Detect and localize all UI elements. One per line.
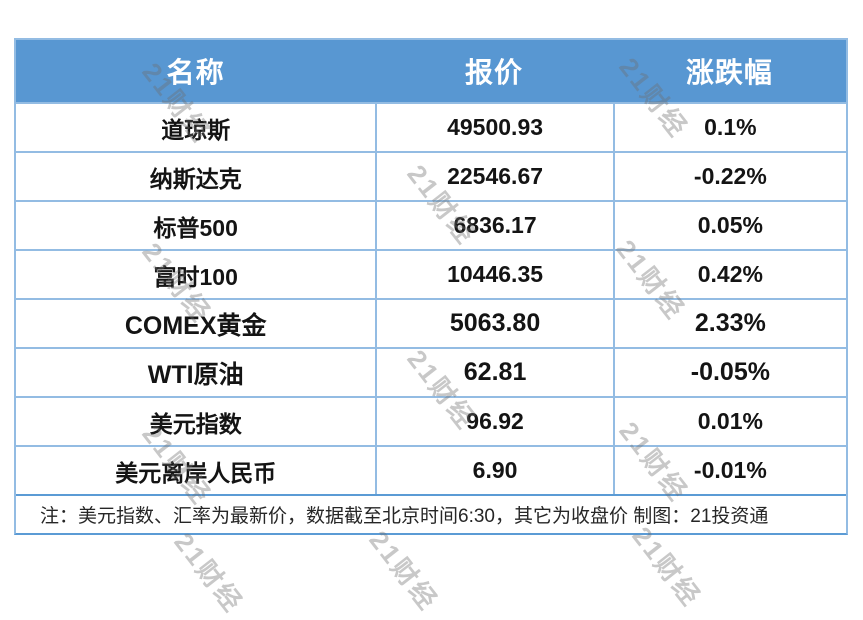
cell-quote-value: 96.92 <box>375 398 612 445</box>
cell-change-percent: -0.22% <box>612 153 846 200</box>
cell-change-percent: 0.1% <box>612 104 846 151</box>
table-row: 道琼斯 49500.93 0.1% <box>16 102 846 151</box>
cell-quote-value: 49500.93 <box>375 104 612 151</box>
table-row: 标普500 6836.17 0.05% <box>16 200 846 249</box>
brand-watermark: 21财经 <box>363 525 445 617</box>
cell-instrument-name: 富时100 <box>153 263 238 290</box>
cell-quote-value: 62.81 <box>375 349 612 396</box>
cell-quote-value: 22546.67 <box>375 153 612 200</box>
column-header-name: 名称 <box>166 57 225 88</box>
table-header-row: 名称 报价 涨跌幅 <box>16 40 846 102</box>
table-row: 纳斯达克 22546.67 -0.22% <box>16 151 846 200</box>
column-header-quote: 报价 <box>465 57 524 88</box>
cell-quote-value: 10446.35 <box>375 251 612 298</box>
table-row: 美元离岸人民币 6.90 -0.01% <box>16 445 846 494</box>
column-header-change: 涨跌幅 <box>685 57 773 88</box>
cell-quote-value: 6836.17 <box>375 202 612 249</box>
cell-change-percent: -0.01% <box>612 447 846 494</box>
table-row: 富时100 10446.35 0.42% <box>16 249 846 298</box>
brand-watermark: 21财经 <box>168 527 250 619</box>
cell-quote-value: 5063.80 <box>375 300 612 347</box>
cell-change-percent: 0.05% <box>612 202 846 249</box>
cell-change-percent: -0.05% <box>612 349 846 396</box>
table-note-row: 注：美元指数、汇率为最新价，数据截至北京时间6:30，其它为收盘价 制图：21投… <box>16 494 846 533</box>
table-row: WTI原油 62.81 -0.05% <box>16 347 846 396</box>
cell-change-percent: 0.42% <box>612 251 846 298</box>
table-row: COMEX黄金 5063.80 2.33% <box>16 298 846 347</box>
cell-instrument-name: 纳斯达克 <box>149 165 242 192</box>
market-table: 名称 报价 涨跌幅 道琼斯 49500.93 0.1% 纳斯达克 22546.67 -0.… <box>14 38 848 535</box>
table-row: 美元指数 96.92 0.01% <box>16 396 846 445</box>
cell-change-percent: 2.33% <box>612 300 846 347</box>
cell-change-percent: 0.01% <box>612 398 846 445</box>
cell-instrument-name: WTI原油 <box>147 360 244 389</box>
cell-instrument-name: 美元离岸人民币 <box>115 459 277 486</box>
cell-quote-value: 6.90 <box>375 447 612 494</box>
cell-instrument-name: 道琼斯 <box>161 116 231 143</box>
table-body: 道琼斯 49500.93 0.1% 纳斯达克 22546.67 -0.22% 标普500 68… <box>16 102 846 494</box>
table-note: 注：美元指数、汇率为最新价，数据截至北京时间6:30，其它为收盘价 制图：21投… <box>40 506 769 527</box>
cell-instrument-name: 标普500 <box>153 214 238 241</box>
cell-instrument-name: 美元指数 <box>149 410 242 437</box>
cell-instrument-name: COMEX黄金 <box>124 311 267 340</box>
